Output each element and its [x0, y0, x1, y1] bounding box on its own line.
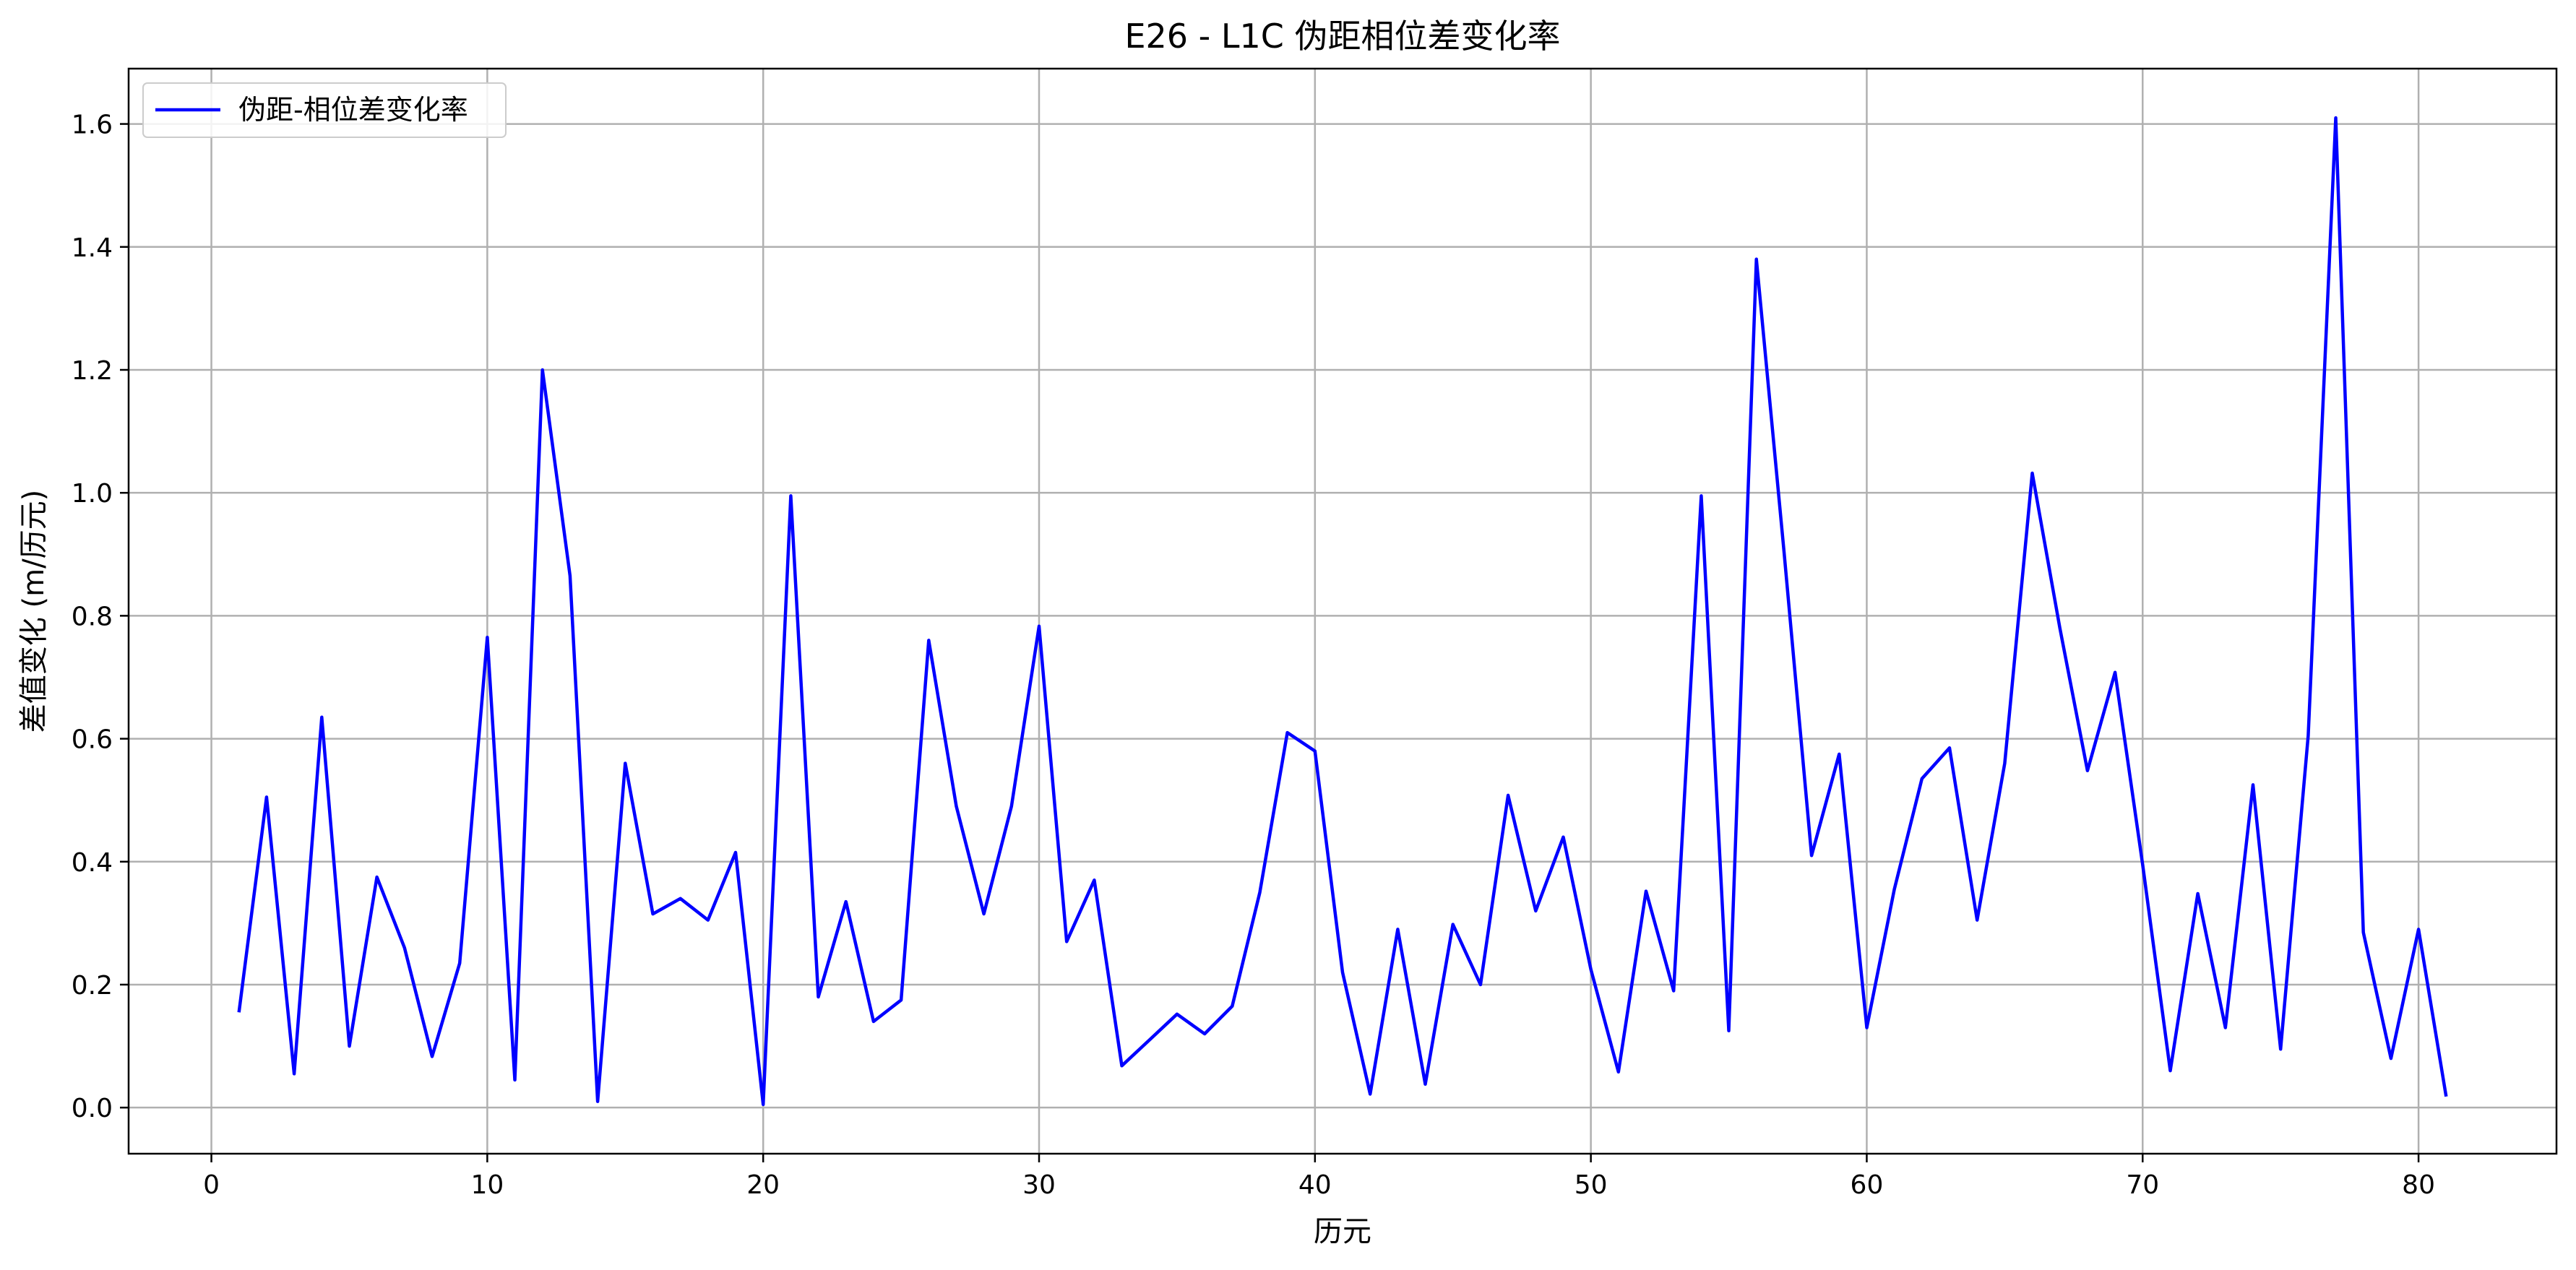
- y-tick-label: 1.2: [72, 356, 113, 386]
- x-axis-label: 历元: [1314, 1215, 1371, 1248]
- x-tick-label: 0: [203, 1170, 220, 1200]
- x-tick-label: 60: [1851, 1170, 1884, 1200]
- series-layer: [237, 116, 2448, 1107]
- y-tick-label: 0.8: [72, 602, 113, 631]
- series-line: [237, 116, 2448, 1107]
- legend-label: 伪距-相位差变化率: [238, 94, 468, 126]
- x-tick-label: 30: [1022, 1170, 1056, 1200]
- y-axis-label: 差值变化 (m/历元): [17, 490, 51, 733]
- legend: 伪距-相位差变化率: [142, 82, 507, 138]
- x-tick-label: 80: [2402, 1170, 2435, 1200]
- plot-area-frame: [127, 67, 2558, 1155]
- y-tick-label: 0.0: [72, 1094, 113, 1123]
- y-tick-label: 1.0: [72, 479, 113, 509]
- x-tick-label: 70: [2126, 1170, 2159, 1200]
- x-axis-ticks: 0 10 20 30 40 50 60 70 80: [203, 1154, 2435, 1200]
- chart-title: E26 - L1C 伪距相位差变化率: [1124, 17, 1560, 56]
- grid: [129, 69, 2556, 1154]
- x-tick-label: 50: [1575, 1170, 1608, 1200]
- y-tick-label: 0.6: [72, 725, 113, 755]
- y-tick-label: 1.6: [72, 111, 113, 140]
- x-tick-label: 40: [1298, 1170, 1332, 1200]
- y-tick-label: 0.2: [72, 971, 113, 1001]
- x-tick-label: 20: [746, 1170, 780, 1200]
- y-tick-label: 1.4: [72, 233, 113, 263]
- x-tick-label: 10: [470, 1170, 504, 1200]
- y-tick-label: 0.4: [72, 848, 113, 878]
- y-axis-ticks: 0.0 0.2 0.4 0.6 0.8 1.0 1.2 1.4 1.6: [72, 111, 129, 1123]
- legend-box: [142, 82, 507, 138]
